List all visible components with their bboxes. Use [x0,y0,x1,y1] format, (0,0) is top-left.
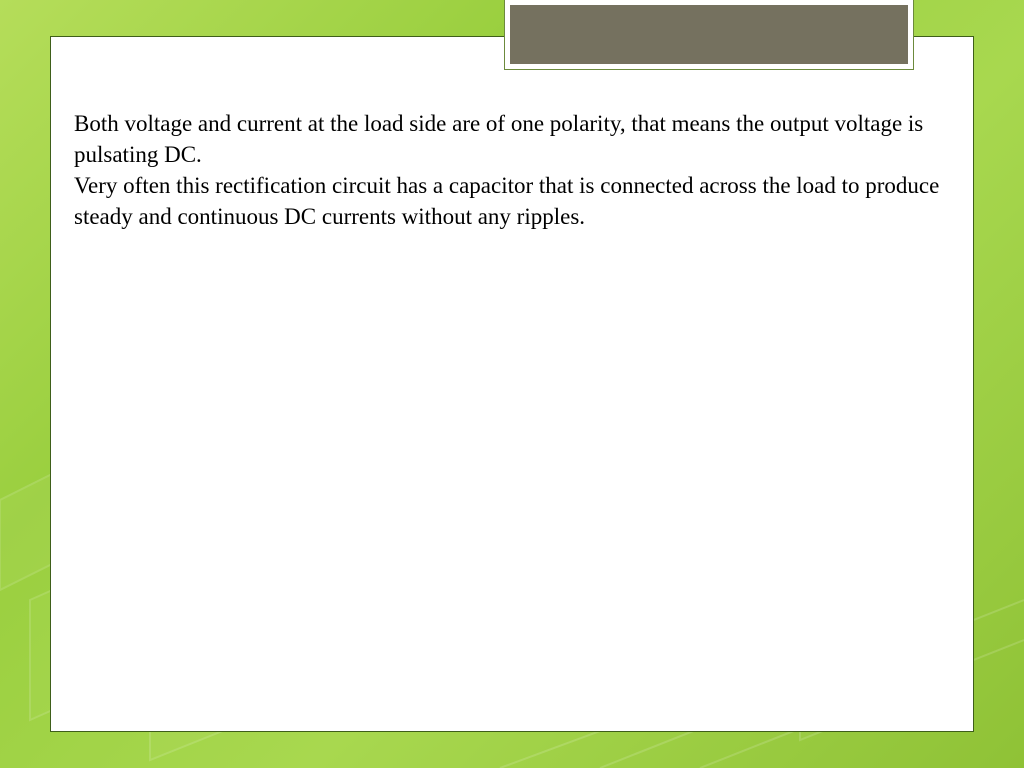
title-tab [504,0,914,70]
body-paragraph-2: Very often this rectification circuit ha… [74,170,950,232]
title-tab-inner [510,5,908,64]
body-paragraph-1: Both voltage and current at the load sid… [74,108,950,170]
body-text: Both voltage and current at the load sid… [74,108,950,232]
